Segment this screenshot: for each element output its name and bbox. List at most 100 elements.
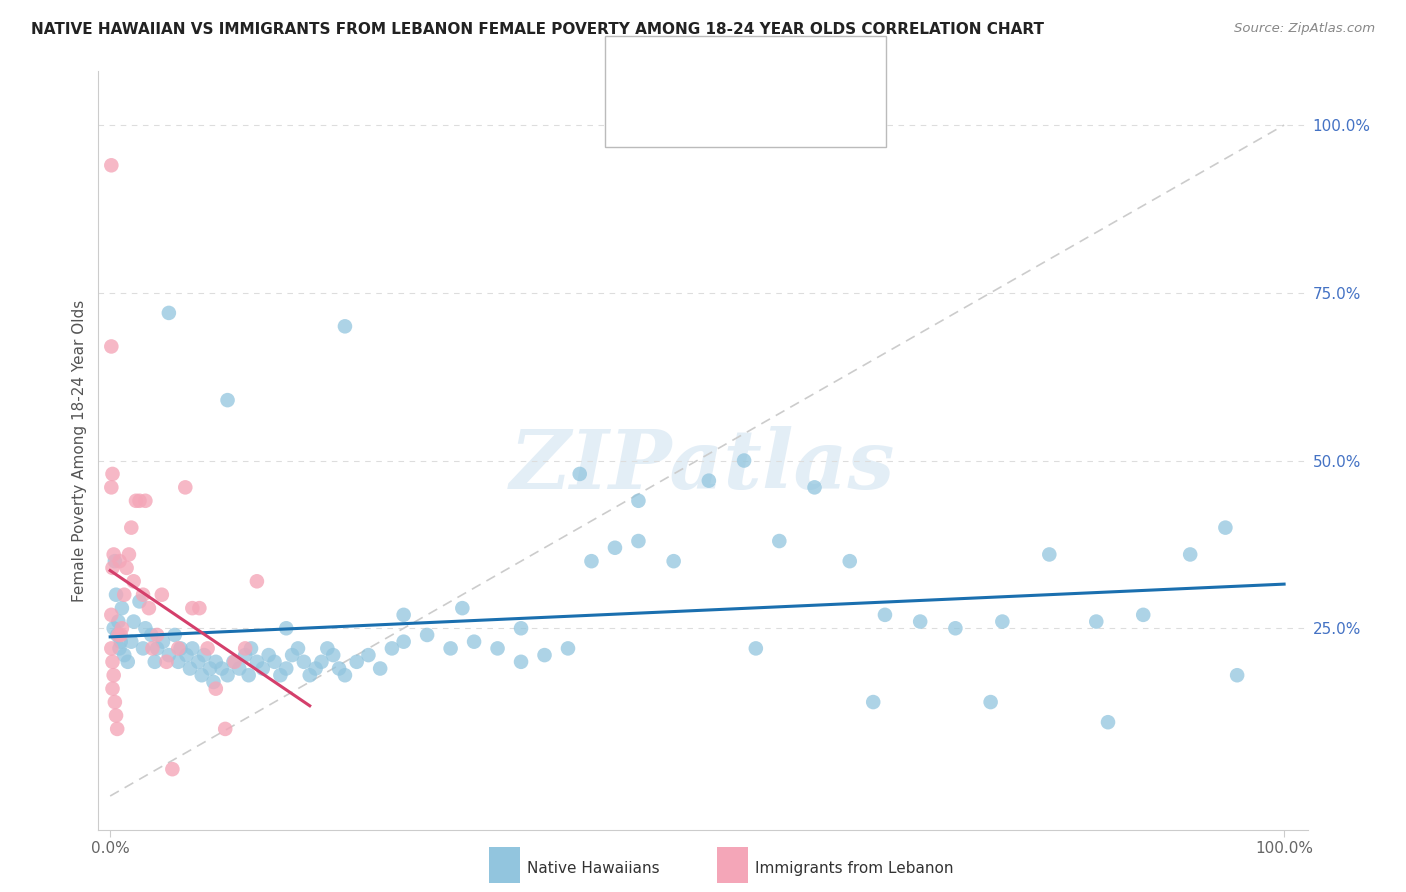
Point — [101, 655, 124, 669]
Point — [346, 655, 368, 669]
Point — [103, 548, 125, 562]
Point — [104, 554, 127, 568]
Point — [100, 480, 122, 494]
Point — [311, 655, 333, 669]
Point — [101, 467, 124, 481]
Point — [110, 634, 132, 648]
Point — [1215, 521, 1237, 535]
Point — [143, 655, 166, 669]
Point — [122, 615, 145, 629]
Point — [128, 493, 150, 508]
Point — [269, 668, 291, 682]
Point — [120, 521, 142, 535]
Point — [132, 641, 155, 656]
Point — [1226, 668, 1249, 682]
Point — [181, 641, 204, 656]
Point — [486, 641, 509, 656]
Point — [174, 480, 197, 494]
Point — [980, 695, 1002, 709]
Point — [224, 655, 246, 669]
Point — [150, 588, 173, 602]
Point — [120, 634, 142, 648]
Text: Source: ZipAtlas.com: Source: ZipAtlas.com — [1234, 22, 1375, 36]
Point — [157, 306, 180, 320]
Point — [146, 628, 169, 642]
Point — [190, 668, 212, 682]
Point — [233, 641, 256, 656]
Point — [198, 661, 221, 675]
Point — [122, 574, 145, 589]
Point — [533, 648, 555, 662]
Point — [697, 474, 720, 488]
Point — [163, 628, 186, 642]
Point — [222, 655, 245, 669]
Point — [557, 641, 579, 656]
Point — [1132, 607, 1154, 622]
Point — [316, 641, 339, 656]
Point — [240, 641, 263, 656]
Point — [257, 648, 280, 662]
Point — [188, 601, 211, 615]
Point — [141, 628, 163, 642]
Point — [141, 641, 163, 656]
Point — [108, 554, 131, 568]
Point — [416, 628, 439, 642]
Point — [276, 661, 298, 675]
Point — [287, 641, 309, 656]
Point — [304, 661, 326, 675]
Point — [281, 648, 304, 662]
Point — [238, 668, 260, 682]
Point — [112, 588, 135, 602]
Text: Immigrants from Lebanon: Immigrants from Lebanon — [755, 862, 953, 876]
Point — [768, 534, 790, 549]
Point — [328, 661, 350, 675]
Point — [101, 561, 124, 575]
Point — [162, 762, 184, 776]
Point — [152, 634, 174, 648]
Point — [368, 661, 391, 675]
Point — [392, 634, 415, 648]
Point — [111, 621, 134, 635]
Point — [217, 393, 239, 408]
Point — [292, 655, 315, 669]
Point — [662, 554, 685, 568]
Point — [107, 615, 129, 629]
Point — [157, 648, 180, 662]
Point — [197, 641, 219, 656]
Point — [132, 588, 155, 602]
Point — [252, 661, 274, 675]
Point — [100, 607, 122, 622]
Point — [202, 675, 225, 690]
Point — [167, 641, 190, 656]
Point — [908, 615, 931, 629]
Point — [112, 648, 135, 662]
Point — [211, 661, 233, 675]
Point — [298, 668, 321, 682]
Point — [357, 648, 380, 662]
Point — [105, 708, 128, 723]
Point — [103, 668, 125, 682]
Point — [991, 615, 1014, 629]
Point — [128, 594, 150, 608]
Point — [510, 621, 533, 635]
Text: 43: 43 — [806, 108, 830, 126]
Y-axis label: Female Poverty Among 18-24 Year Olds: Female Poverty Among 18-24 Year Olds — [72, 300, 87, 601]
Point — [381, 641, 404, 656]
Text: Native Hawaiians: Native Hawaiians — [527, 862, 659, 876]
Point — [603, 541, 626, 555]
Text: ZIPatlas: ZIPatlas — [510, 425, 896, 506]
Text: R =: R = — [659, 65, 696, 83]
Point — [111, 601, 134, 615]
Text: 0.480: 0.480 — [707, 108, 759, 126]
Point — [155, 655, 177, 669]
Point — [1180, 548, 1202, 562]
Point — [733, 453, 755, 467]
Point — [115, 561, 138, 575]
Point — [107, 628, 129, 642]
Point — [439, 641, 461, 656]
Point — [146, 641, 169, 656]
Point — [568, 467, 591, 481]
Point — [167, 655, 190, 669]
Point — [233, 648, 256, 662]
Point — [263, 655, 285, 669]
